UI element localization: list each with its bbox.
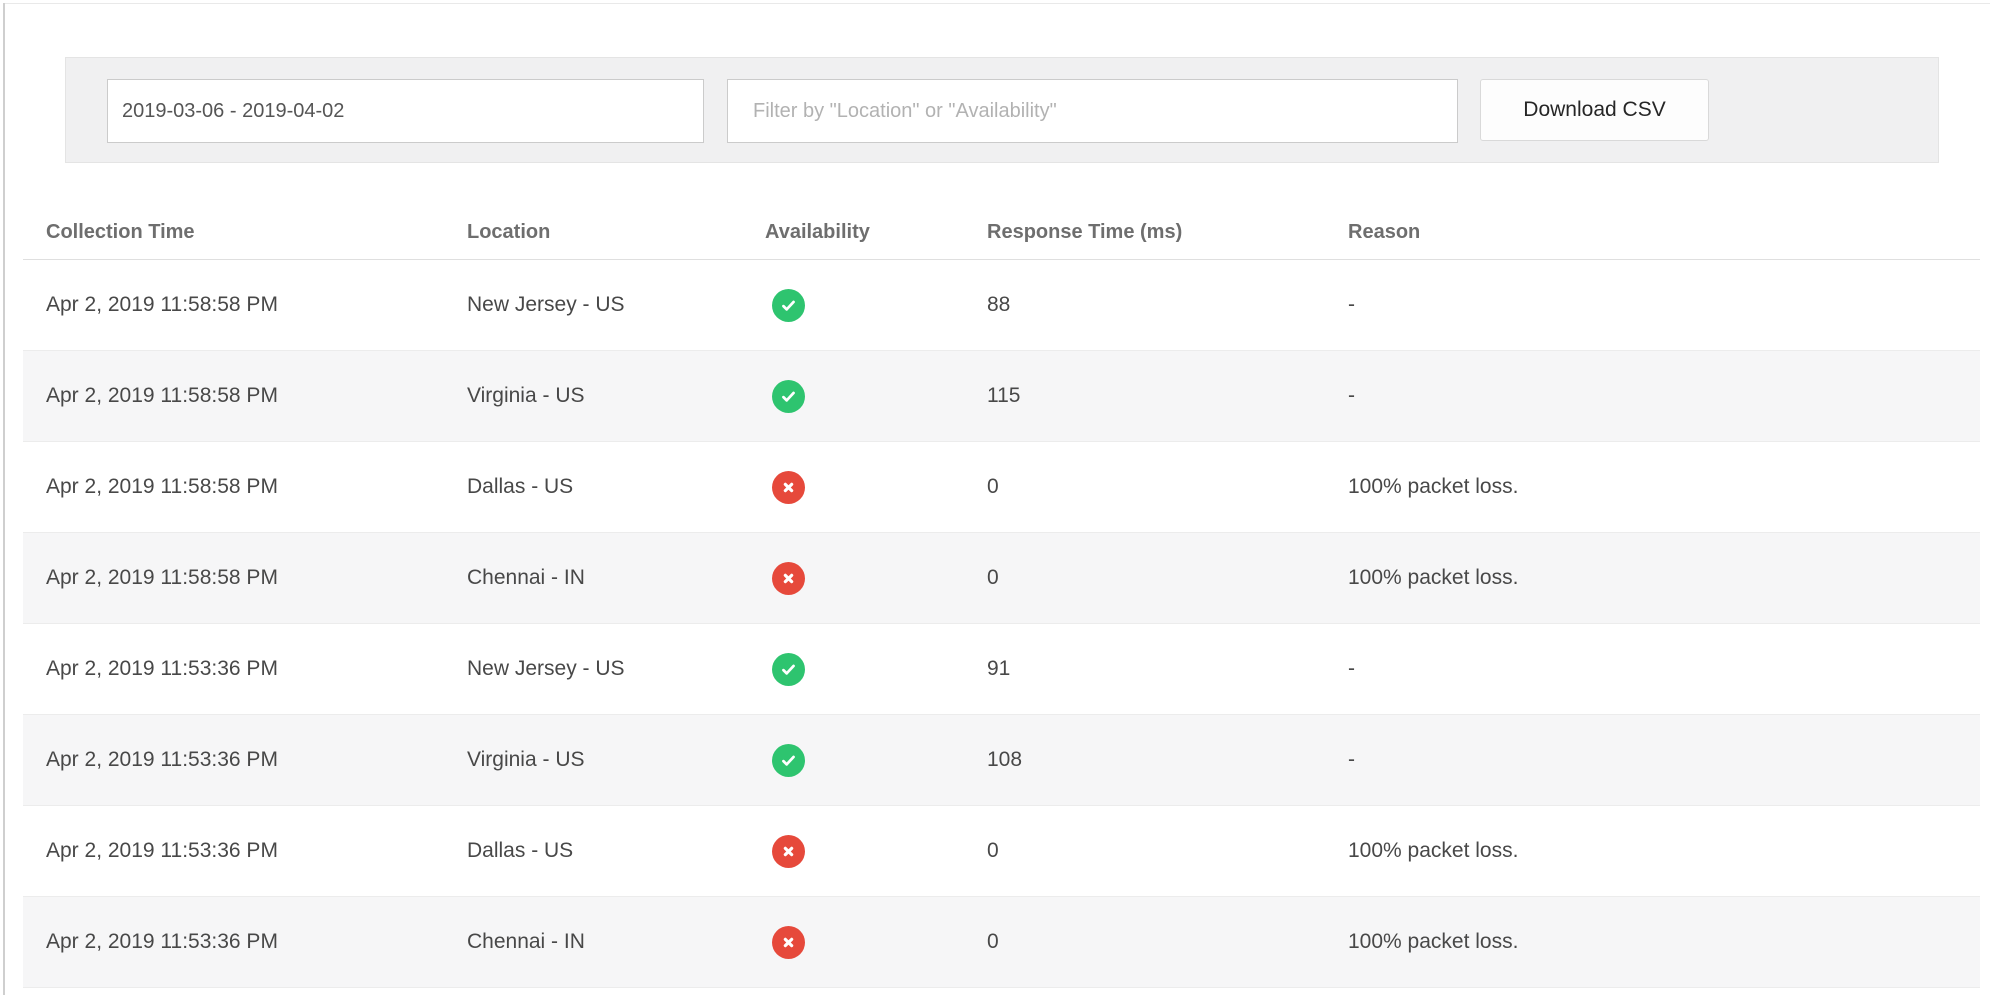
table-row: Apr 2, 2019 11:58:58 PM Virginia - US 11… [23, 351, 1980, 442]
date-range-input[interactable] [107, 79, 704, 143]
cell-location: Dallas - US [467, 475, 574, 498]
panel-top-border [3, 3, 1990, 4]
cell-location: Virginia - US [467, 384, 585, 407]
cell-reason: 100% packet loss. [1348, 566, 1519, 589]
table-row: Apr 2, 2019 11:53:36 PM Virginia - US 10… [23, 715, 1980, 806]
availability-up-icon [772, 652, 805, 686]
filter-toolbar: Download CSV [65, 57, 1939, 163]
cell-response-time: 0 [987, 930, 999, 953]
availability-down-icon [772, 925, 805, 959]
cell-availability [742, 743, 964, 777]
table-body: Apr 2, 2019 11:58:58 PM New Jersey - US … [23, 260, 1980, 988]
cell-reason: - [1348, 748, 1355, 771]
cell-response-time: 88 [987, 293, 1011, 316]
column-header-availability: Availability [765, 221, 870, 243]
table-row: Apr 2, 2019 11:58:58 PM Dallas - US 0 10… [23, 442, 1980, 533]
table-row: Apr 2, 2019 11:53:36 PM Dallas - US 0 10… [23, 806, 1980, 897]
cell-availability [742, 652, 964, 686]
cell-reason: 100% packet loss. [1348, 930, 1519, 953]
download-csv-button[interactable]: Download CSV [1480, 79, 1709, 141]
cell-location: Chennai - IN [467, 566, 585, 589]
cell-collection-time: Apr 2, 2019 11:53:36 PM [46, 930, 278, 953]
cell-availability [742, 561, 964, 595]
column-header-location: Location [467, 221, 551, 243]
table-row: Apr 2, 2019 11:58:58 PM New Jersey - US … [23, 260, 1980, 351]
cell-collection-time: Apr 2, 2019 11:53:36 PM [46, 748, 278, 771]
table-header-row: Collection Time Location Availability Re… [23, 206, 1980, 260]
cell-collection-time: Apr 2, 2019 11:58:58 PM [46, 293, 278, 316]
cell-collection-time: Apr 2, 2019 11:58:58 PM [46, 384, 278, 407]
cell-availability [742, 470, 964, 504]
cell-location: Dallas - US [467, 839, 574, 862]
cell-collection-time: Apr 2, 2019 11:53:36 PM [46, 839, 278, 862]
column-header-reason: Reason [1348, 221, 1421, 243]
cell-location: Chennai - IN [467, 930, 585, 953]
cell-response-time: 108 [987, 748, 1023, 771]
cell-availability [742, 834, 964, 868]
filter-input[interactable] [727, 79, 1458, 143]
cell-response-time: 0 [987, 839, 999, 862]
availability-down-icon [772, 470, 805, 504]
table-row: Apr 2, 2019 11:53:36 PM Chennai - IN 0 1… [23, 897, 1980, 988]
table-row: Apr 2, 2019 11:58:58 PM Chennai - IN 0 1… [23, 533, 1980, 624]
panel-left-border [3, 3, 5, 995]
availability-up-icon [772, 288, 805, 322]
cell-collection-time: Apr 2, 2019 11:58:58 PM [46, 566, 278, 589]
availability-up-icon [772, 743, 805, 777]
cell-availability [742, 925, 964, 959]
cell-collection-time: Apr 2, 2019 11:58:58 PM [46, 475, 278, 498]
cell-reason: - [1348, 293, 1355, 316]
cell-collection-time: Apr 2, 2019 11:53:36 PM [46, 657, 278, 680]
cell-reason: - [1348, 657, 1355, 680]
cell-reason: - [1348, 384, 1355, 407]
column-header-collection-time: Collection Time [46, 221, 195, 243]
cell-response-time: 0 [987, 566, 999, 589]
availability-table: Collection Time Location Availability Re… [23, 206, 1980, 988]
cell-reason: 100% packet loss. [1348, 839, 1519, 862]
cell-location: New Jersey - US [467, 657, 625, 680]
cell-response-time: 0 [987, 475, 999, 498]
cell-reason: 100% packet loss. [1348, 475, 1519, 498]
table-row: Apr 2, 2019 11:53:36 PM New Jersey - US … [23, 624, 1980, 715]
column-header-response-time: Response Time (ms) [987, 221, 1183, 243]
availability-down-icon [772, 561, 805, 595]
cell-availability [742, 288, 964, 322]
availability-down-icon [772, 834, 805, 868]
cell-response-time: 115 [987, 384, 1021, 407]
cell-location: New Jersey - US [467, 293, 625, 316]
availability-up-icon [772, 379, 805, 413]
cell-availability [742, 379, 964, 413]
cell-response-time: 91 [987, 657, 1011, 680]
cell-location: Virginia - US [467, 748, 585, 771]
